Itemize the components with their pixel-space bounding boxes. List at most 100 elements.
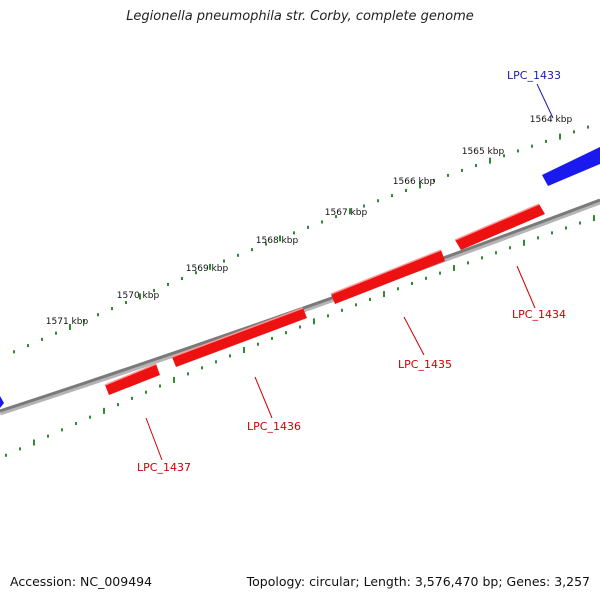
minor-tick	[517, 149, 519, 153]
minor-tick	[481, 256, 483, 260]
minor-tick	[195, 271, 197, 275]
minor-tick	[27, 344, 29, 348]
minor-tick	[467, 261, 469, 265]
gene-arrow-lpc-1434	[455, 204, 545, 250]
scale-label: 1568 kbp	[256, 236, 299, 246]
minor-tick	[545, 139, 547, 143]
minor-tick	[587, 125, 589, 129]
minor-tick	[55, 331, 57, 335]
major-tick	[349, 208, 351, 215]
gene-callout-line	[536, 83, 554, 119]
minor-tick	[61, 428, 63, 432]
minor-tick	[131, 396, 133, 400]
genome-summary-text: Topology: circular; Length: 3,576,470 bp…	[246, 574, 590, 589]
minor-tick	[495, 251, 497, 255]
scale-label: 1567 kbp	[325, 208, 368, 218]
minor-tick	[405, 188, 407, 192]
scale-label: 1565 kbp	[462, 147, 505, 157]
gene-label: LPC_1433	[507, 69, 561, 82]
minor-tick	[229, 354, 231, 358]
major-tick	[593, 215, 595, 222]
minor-tick	[335, 215, 337, 219]
minor-tick	[307, 225, 309, 229]
gene-label: LPC_1435	[398, 358, 452, 371]
inner-tick-track	[5, 215, 595, 457]
minor-tick	[509, 246, 511, 250]
gene-arrow-lpc-1435	[331, 250, 445, 304]
minor-tick	[461, 168, 463, 172]
minor-tick	[433, 178, 435, 182]
minor-tick	[363, 204, 365, 208]
gene-highlight	[330, 249, 442, 295]
partial-gene-arrow	[0, 396, 4, 408]
minor-tick	[503, 154, 505, 158]
minor-tick	[341, 308, 343, 312]
gene-label: LPC_1437	[137, 461, 191, 474]
minor-tick	[285, 331, 287, 335]
minor-tick	[257, 342, 259, 346]
minor-tick	[75, 421, 77, 425]
major-tick	[383, 291, 385, 298]
minor-tick	[153, 288, 155, 292]
minor-tick	[579, 221, 581, 225]
minor-tick	[321, 220, 323, 224]
gene-highlight	[104, 363, 157, 386]
major-tick	[173, 376, 175, 383]
minor-tick	[97, 313, 99, 317]
scale-label: 1564 kbp	[530, 115, 573, 125]
minor-tick	[159, 384, 161, 388]
minor-tick	[425, 276, 427, 280]
scale-label: 1571 kbp	[46, 317, 89, 327]
minor-tick	[573, 130, 575, 134]
major-tick	[209, 263, 211, 270]
minor-tick	[293, 231, 295, 235]
minor-tick	[19, 447, 21, 451]
minor-tick	[565, 226, 567, 230]
minor-tick	[145, 390, 147, 394]
minor-tick	[391, 194, 393, 198]
gene-callout-line	[403, 316, 425, 356]
gene-label: LPC_1434	[512, 308, 566, 321]
minor-tick	[299, 325, 301, 329]
gene-highlight	[454, 203, 540, 241]
minor-tick	[89, 415, 91, 419]
major-tick	[559, 133, 561, 140]
gene-arrow-lpc-1437	[105, 364, 160, 395]
minor-tick	[411, 281, 413, 285]
gene-highlight	[171, 307, 304, 358]
minor-tick	[439, 271, 441, 275]
minor-tick	[201, 366, 203, 370]
major-tick	[103, 407, 105, 414]
gene-callout-line	[145, 417, 163, 461]
major-tick	[453, 264, 455, 271]
major-tick	[33, 439, 35, 446]
minor-tick	[167, 282, 169, 286]
minor-tick	[271, 336, 273, 340]
genome-title: Legionella pneumophila str. Corby, compl…	[126, 9, 474, 24]
minor-tick	[117, 403, 119, 407]
minor-tick	[397, 287, 399, 291]
minor-tick	[13, 350, 15, 354]
minor-tick	[537, 236, 539, 240]
minor-tick	[223, 259, 225, 263]
gene-callout-line	[516, 265, 536, 309]
major-tick	[313, 318, 315, 325]
minor-tick	[187, 372, 189, 376]
scale-label: 1569 kbp	[186, 264, 229, 274]
scale-label: 1570 kbp	[117, 291, 160, 301]
minor-tick	[181, 277, 183, 281]
minor-tick	[237, 253, 239, 257]
minor-tick	[531, 144, 533, 148]
gene-callout-line	[254, 376, 273, 419]
minor-tick	[377, 199, 379, 203]
minor-tick	[251, 248, 253, 252]
genome-backbone	[0, 198, 600, 413]
major-tick	[139, 293, 141, 300]
major-tick	[279, 235, 281, 242]
accession-text: Accession: NC_009494	[10, 574, 153, 589]
minor-tick	[5, 453, 7, 457]
gene-arrow-lpc-1436	[172, 308, 307, 367]
minor-tick	[327, 314, 329, 318]
major-tick	[69, 323, 71, 330]
